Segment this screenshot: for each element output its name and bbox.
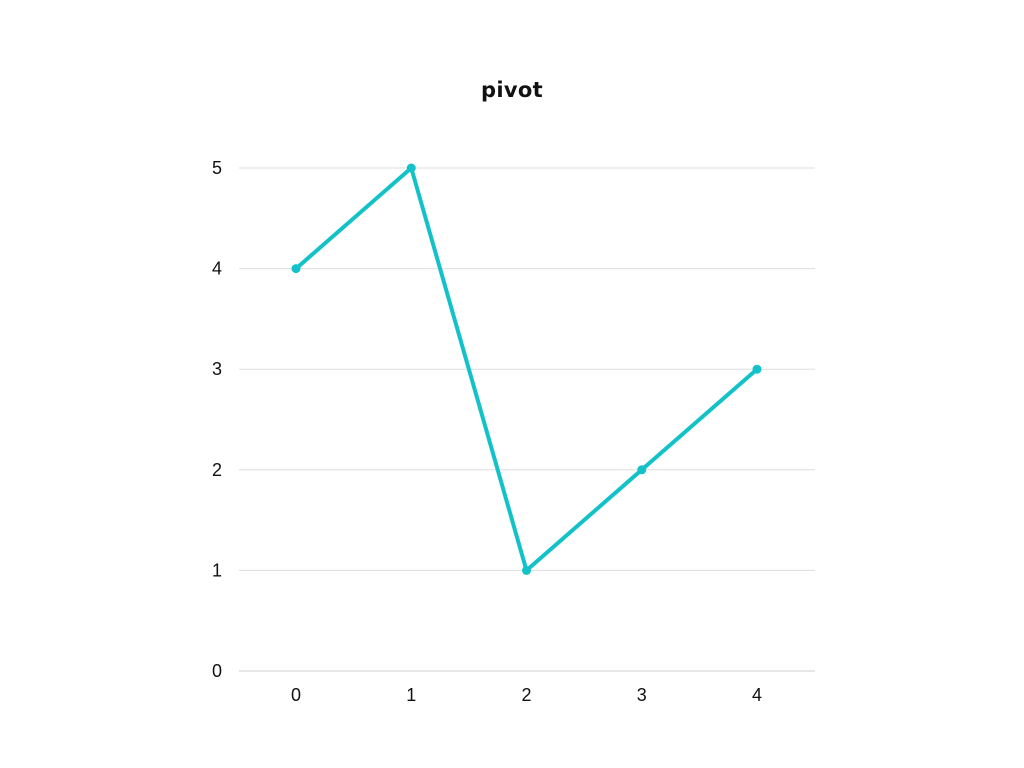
x-tick-label: 0 — [291, 685, 301, 705]
y-tick-label: 1 — [212, 560, 222, 580]
y-tick-label: 4 — [212, 259, 222, 279]
y-tick-label: 5 — [212, 158, 222, 178]
y-tick-label: 3 — [212, 359, 222, 379]
chart-title: pivot — [481, 78, 543, 102]
data-point — [637, 465, 647, 475]
data-point — [522, 565, 531, 575]
data-point — [291, 264, 301, 274]
y-axis-ticks: 0 1 2 3 4 5 — [212, 158, 222, 681]
x-tick-label: 1 — [406, 685, 416, 705]
x-tick-label: 4 — [752, 685, 762, 705]
x-tick-label: 2 — [521, 685, 531, 705]
x-axis-ticks: 0 1 2 3 4 — [291, 685, 762, 705]
data-point — [752, 364, 762, 374]
y-tick-label: 0 — [212, 661, 222, 681]
series-layer — [291, 163, 762, 575]
x-tick-label: 3 — [637, 685, 647, 705]
y-tick-label: 2 — [212, 460, 222, 480]
data-point — [406, 163, 416, 173]
